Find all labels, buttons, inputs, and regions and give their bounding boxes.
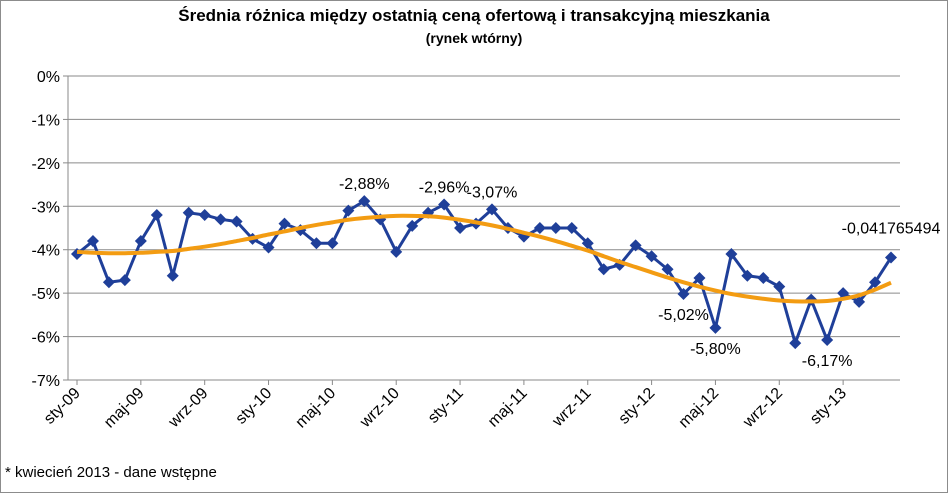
data-label: -5,02%: [658, 307, 709, 324]
data-point: [438, 198, 451, 211]
data-label: -2,88%: [339, 176, 390, 193]
data-point: [629, 239, 642, 252]
y-tick-label: -5%: [32, 286, 60, 303]
x-tick-label: wrz-12: [739, 385, 786, 432]
data-point: [86, 235, 99, 248]
data-point: [182, 206, 195, 219]
data-point: [837, 287, 850, 300]
x-tick-label: maj-09: [101, 385, 148, 432]
y-tick-label: -1%: [32, 112, 60, 129]
data-point: [677, 288, 690, 301]
data-point: [406, 219, 419, 232]
chart-subtitle: (rynek wtórny): [425, 30, 523, 46]
data-point: [485, 203, 498, 216]
data-point: [693, 271, 706, 284]
y-tick-label: -2%: [32, 156, 60, 173]
x-tick-label: sty-09: [41, 385, 84, 428]
x-tick-label: sty-13: [807, 385, 850, 428]
y-tick-label: -4%: [32, 243, 60, 260]
data-point: [709, 321, 722, 334]
data-point: [661, 263, 674, 276]
x-tick-label: maj-11: [485, 385, 531, 431]
x-tick-label: wrz-09: [165, 385, 212, 432]
data-point: [390, 245, 403, 258]
y-tick-label: 0%: [37, 69, 60, 86]
data-point: [278, 217, 291, 230]
data-point: [821, 334, 834, 347]
data-point: [454, 222, 467, 234]
x-tick-label: wrz-10: [356, 385, 403, 432]
y-tick-label: -7%: [32, 373, 60, 390]
data-point: [581, 237, 594, 250]
x-axis-ticks: sty-09 maj-09 wrz-09 sty-10 maj-10 wrz-10 sty-…: [41, 380, 850, 431]
data-point: [310, 237, 323, 250]
data-point: [230, 215, 243, 228]
data-point: [342, 204, 355, 217]
y-axis-ticks: 0% -1% -2% -3% -4% -5% -6% -7%: [32, 69, 60, 390]
x-tick-label: wrz-11: [549, 385, 595, 431]
x-tick-label: sty-10: [233, 385, 276, 428]
data-point: [533, 222, 546, 234]
data-point: [853, 295, 866, 308]
data-point: [597, 263, 610, 276]
data-point: [214, 213, 227, 226]
footnote: * kwiecień 2013 - dane wstępne: [5, 464, 217, 481]
x-tick-label: maj-10: [293, 385, 340, 432]
chart-title: Średnia różnica między ostatnią ceną ofe…: [178, 6, 770, 25]
x-tick-label: sty-11: [425, 385, 467, 427]
y-tick-label: -6%: [32, 330, 60, 347]
data-label: -5,80%: [690, 341, 741, 358]
data-point: [741, 269, 754, 282]
data-point: [645, 250, 658, 263]
data-point: [358, 195, 371, 208]
data-point: [773, 280, 786, 293]
data-point: [166, 269, 179, 282]
data-point: [757, 271, 770, 284]
data-label: -6,17%: [802, 353, 853, 370]
series-line: [76, 199, 893, 345]
data-labels: -2,88% -2,96%-3,07% -5,02% -5,80% -6,17% -0,0…: [339, 176, 941, 370]
data-point: [102, 276, 115, 289]
data-point: [869, 276, 882, 289]
trend-line: [76, 213, 892, 304]
series-group: [71, 195, 897, 350]
data-point: [549, 222, 562, 234]
data-point: [725, 248, 738, 261]
x-tick-label: maj-12: [676, 385, 723, 432]
data-point: [565, 222, 578, 234]
data-point: [262, 241, 275, 254]
data-point: [789, 337, 802, 350]
y-tick-label: -3%: [32, 199, 60, 216]
gridlines: [63, 75, 900, 381]
data-point: [134, 235, 147, 248]
data-point: [198, 208, 211, 221]
data-point: [326, 237, 339, 250]
data-label: -2,96%: [419, 180, 470, 197]
data-point: [118, 274, 131, 287]
data-label: -0,041765494: [842, 221, 941, 238]
data-point: [150, 208, 163, 221]
data-label: -3,07%: [467, 184, 518, 201]
data-point: [885, 251, 897, 264]
x-tick-label: sty-12: [616, 385, 659, 428]
